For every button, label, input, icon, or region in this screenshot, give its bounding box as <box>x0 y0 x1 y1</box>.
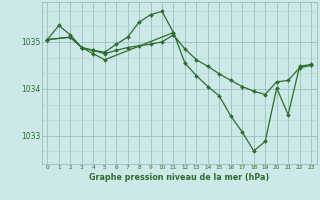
X-axis label: Graphe pression niveau de la mer (hPa): Graphe pression niveau de la mer (hPa) <box>89 173 269 182</box>
